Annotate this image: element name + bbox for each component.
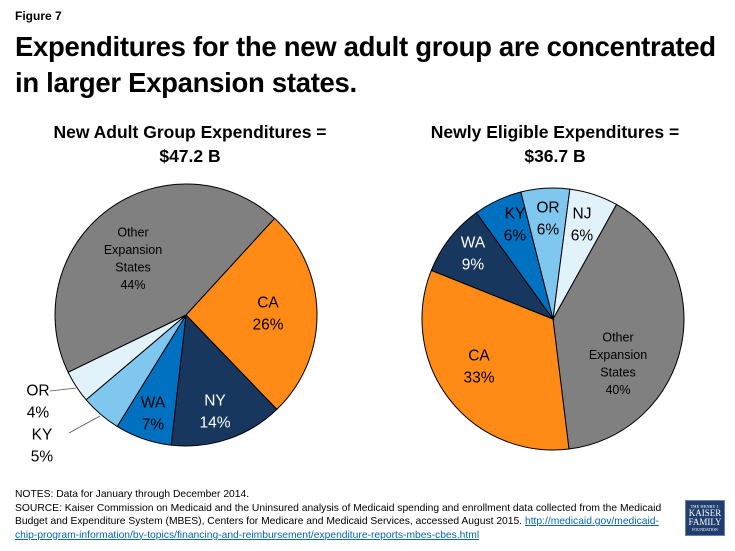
right-value-or: 6% xyxy=(537,221,560,238)
logo-line3: FAMILY xyxy=(688,517,722,527)
right-label-wa: WA 9% xyxy=(461,234,486,273)
source-link[interactable]: http://medicaid.gov/medicaid-chip-progra… xyxy=(15,516,659,541)
left-value-other-expansion-states: 44% xyxy=(120,278,145,292)
right-label-ky: KY 6% xyxy=(504,205,527,244)
left-label-ny: NY 14% xyxy=(199,392,230,431)
footer: NOTES: Data for January through December… xyxy=(15,488,675,542)
left-leader-line-ky xyxy=(68,415,101,434)
page-title: Expenditures for the new adult group are… xyxy=(15,31,716,98)
logo-line2: KAISER xyxy=(688,508,722,518)
left-name-other-expansion-states: Expansion xyxy=(104,243,162,257)
right-value-nj: 6% xyxy=(571,227,594,244)
logo-line1: THE HENRY J. xyxy=(690,504,720,509)
left-name-ny: NY xyxy=(204,392,226,409)
right-name-or: OR xyxy=(536,199,559,216)
left-name-ky: KY xyxy=(32,426,53,443)
left-slice-ca xyxy=(185,217,318,411)
kaiser-family-foundation-logo: THE HENRY J. KAISER FAMILY FOUNDATION xyxy=(685,500,725,536)
left-slice-other-expansion-states xyxy=(54,183,276,373)
left-value-ny: 14% xyxy=(199,414,230,431)
right-name-other-expansion-states: States xyxy=(600,365,635,379)
right-label-ca: CA 33% xyxy=(463,347,494,386)
left-label-ky: KY 5% xyxy=(31,426,54,465)
left-name-other-expansion-states: Other xyxy=(117,225,148,239)
pie-new-adult-group: CA 26% NY 14% WA 7% KY 5% OR 4% Other Expansion Stat… xyxy=(26,183,318,465)
left-value-wa: 7% xyxy=(142,416,165,433)
logo-line4: FOUNDATION xyxy=(692,527,718,532)
left-label-or: OR 4% xyxy=(26,382,49,421)
left-name-ca: CA xyxy=(257,294,279,311)
left-value-ky: 5% xyxy=(31,448,54,465)
left-chart-title-line1: New Adult Group Expenditures = xyxy=(53,122,327,142)
left-label-other-expansion-states: Other Expansion States 44% xyxy=(104,225,162,292)
right-slice-ca xyxy=(421,269,570,451)
left-value-ca: 26% xyxy=(252,316,283,333)
right-label-or: OR 6% xyxy=(536,199,559,238)
pie-newly-eligible: Other Expansion States 40% CA 33% WA 9% KY 6% OR 6%… xyxy=(421,187,685,451)
figure-label: Figure 7 xyxy=(15,9,62,23)
right-chart-title-line1: Newly Eligible Expenditures = xyxy=(430,122,680,142)
right-name-nj: NJ xyxy=(573,205,592,222)
right-label-other-expansion-states: Other Expansion States 40% xyxy=(589,330,647,397)
left-chart-title: New Adult Group Expenditures = $47.2 B xyxy=(20,120,360,168)
left-value-or: 4% xyxy=(27,404,50,421)
right-name-ky: KY xyxy=(505,205,526,222)
left-name-wa: WA xyxy=(141,394,166,411)
right-value-wa: 9% xyxy=(462,256,485,273)
right-label-nj: NJ 6% xyxy=(571,205,594,244)
footer-notes: NOTES: Data for January through December… xyxy=(15,489,250,500)
right-value-ca: 33% xyxy=(463,369,494,386)
right-name-wa: WA xyxy=(461,234,486,251)
right-chart-title: Newly Eligible Expenditures = $36.7 B xyxy=(400,120,710,168)
right-chart-title-line2: $36.7 B xyxy=(524,146,586,166)
right-slice-nj xyxy=(552,188,618,320)
left-name-other-expansion-states: States xyxy=(115,260,150,274)
right-value-ky: 6% xyxy=(504,227,527,244)
left-label-ca: CA 26% xyxy=(252,294,283,333)
right-slice-other-expansion-states xyxy=(552,203,685,450)
right-name-other-expansion-states: Other xyxy=(602,330,633,344)
left-label-wa: WA 7% xyxy=(141,394,166,433)
left-slice-ny xyxy=(170,313,278,447)
left-chart-title-line2: $47.2 B xyxy=(159,146,221,166)
right-value-other-expansion-states: 40% xyxy=(605,383,630,397)
footer-source: SOURCE: Kaiser Commission on Medicaid an… xyxy=(15,502,675,543)
right-name-other-expansion-states: Expansion xyxy=(589,348,647,362)
right-name-ca: CA xyxy=(468,347,490,364)
left-name-or: OR xyxy=(26,382,49,399)
left-leader-line-or xyxy=(49,387,77,392)
footer-source-text: SOURCE: Kaiser Commission on Medicaid an… xyxy=(15,502,662,528)
